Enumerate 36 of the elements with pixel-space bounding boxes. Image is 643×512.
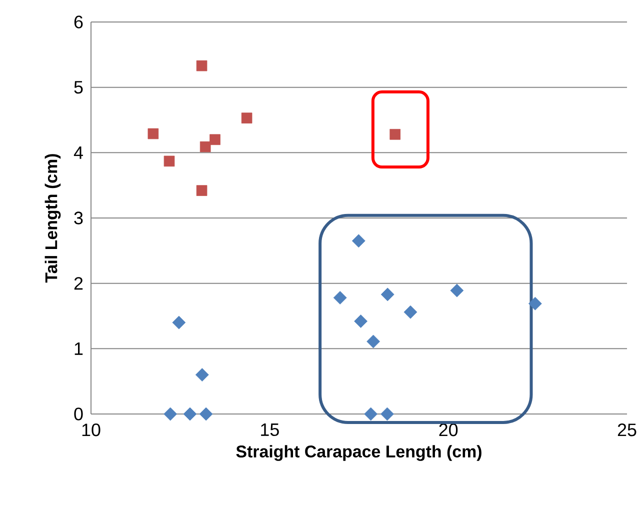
point xyxy=(172,316,186,330)
point xyxy=(148,128,159,140)
y-axis-title: Tail Length (cm) xyxy=(44,154,61,283)
point xyxy=(364,407,378,421)
point xyxy=(210,134,220,145)
point xyxy=(450,284,464,298)
point xyxy=(200,141,211,152)
point xyxy=(164,156,175,167)
point xyxy=(380,407,394,421)
point xyxy=(183,407,197,421)
point xyxy=(196,185,208,196)
point xyxy=(404,305,418,319)
y-tick-label: 5 xyxy=(74,81,83,94)
point xyxy=(354,314,368,328)
point xyxy=(333,291,347,304)
point xyxy=(528,296,542,310)
x-tick-label: 10 xyxy=(82,424,100,436)
y-tick-label: 2 xyxy=(74,277,83,290)
x-tick-label: 20 xyxy=(439,424,458,436)
point xyxy=(380,288,394,302)
point xyxy=(199,407,213,421)
y-tick-label: 4 xyxy=(74,146,83,159)
x-axis-title: Straight Carapace Length (cm) xyxy=(236,445,482,461)
y-tick-label: 6 xyxy=(74,16,83,28)
point xyxy=(352,234,366,248)
y-tick-label: 1 xyxy=(74,342,83,355)
point xyxy=(195,368,209,382)
point xyxy=(366,334,380,348)
x-tick-label: 25 xyxy=(618,424,636,436)
point xyxy=(164,407,178,421)
y-tick-label: 0 xyxy=(74,408,83,420)
point xyxy=(241,112,252,124)
x-tick-label: 15 xyxy=(261,424,279,436)
point xyxy=(196,60,208,72)
y-tick-label: 3 xyxy=(74,212,83,224)
point xyxy=(390,128,400,140)
